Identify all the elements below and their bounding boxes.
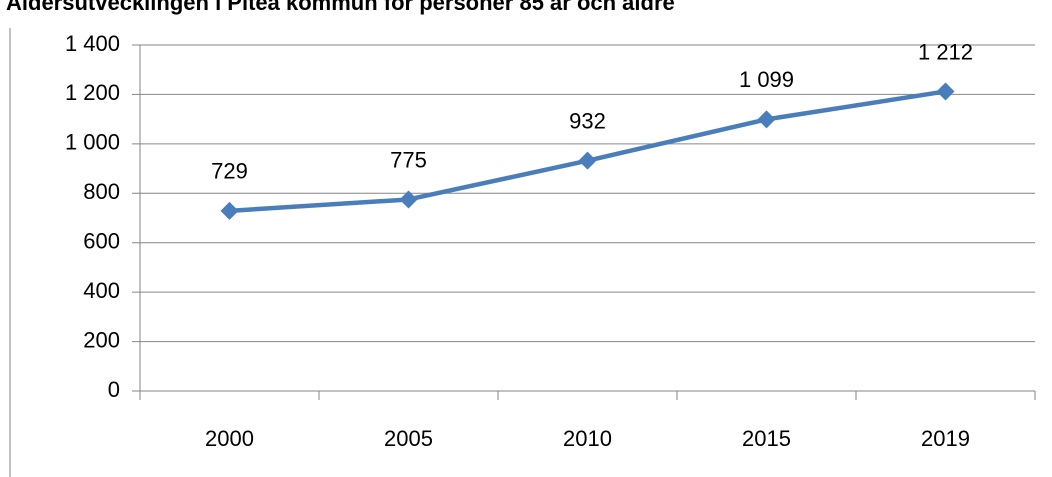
chart-title: Åldersutvecklingen i Piteå kommun för pe… [6,0,675,15]
data-label: 775 [390,147,427,172]
data-label: 1 212 [918,39,973,64]
data-label: 1 099 [739,67,794,92]
x-tick-label: 2015 [742,426,791,451]
x-tick-label: 2019 [921,426,970,451]
y-tick-label: 1 400 [65,31,120,56]
data-point [578,151,597,170]
data-point [936,82,955,101]
y-tick-label: 1 200 [65,80,120,105]
x-tick-label: 2005 [384,426,433,451]
y-tick-label: 200 [83,327,120,352]
data-point [220,201,239,220]
y-tick-label: 600 [83,229,120,254]
y-tick-label: 800 [83,179,120,204]
data-point [757,110,776,129]
data-point [399,190,418,209]
y-tick-label: 0 [108,377,120,402]
x-tick-label: 2000 [205,426,254,451]
x-tick-label: 2010 [563,426,612,451]
y-tick-label: 400 [83,278,120,303]
data-label: 932 [569,108,606,133]
y-tick-label: 1 000 [65,130,120,155]
data-label: 729 [211,159,248,184]
